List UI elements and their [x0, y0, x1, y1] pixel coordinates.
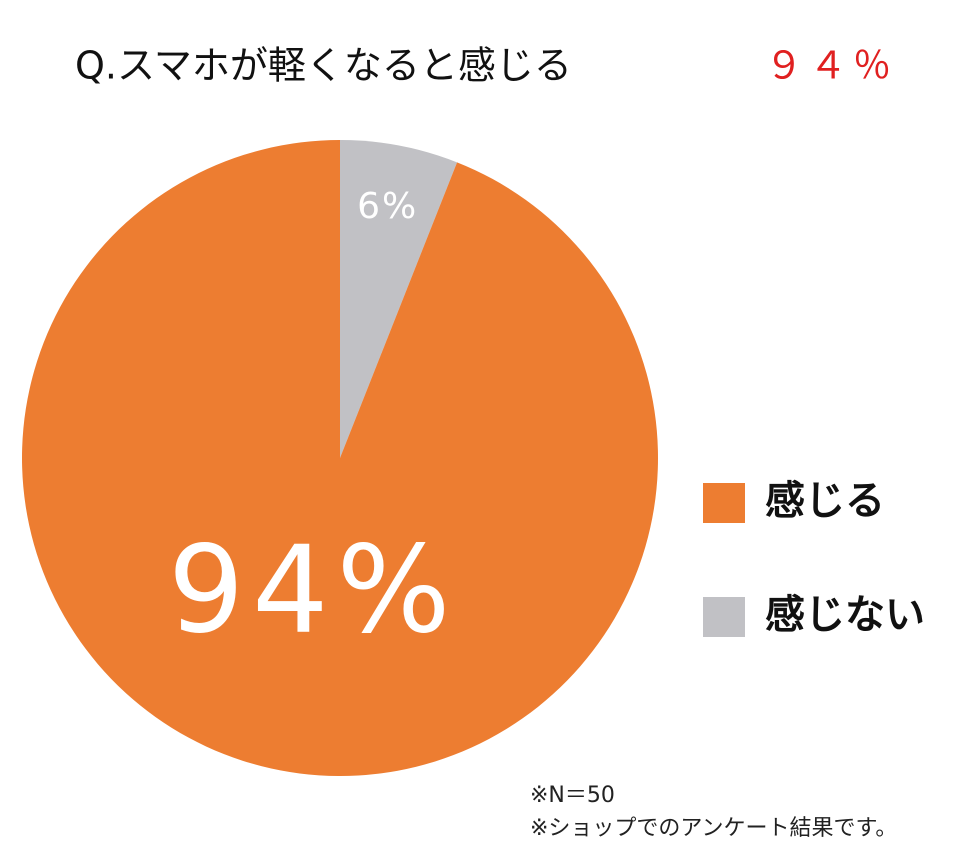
legend-label: 感じない [765, 592, 925, 638]
data-label: 94% [168, 521, 459, 660]
title-highlight: ９４％ [765, 44, 897, 88]
note: ※ショップでのアンケート結果です。 [530, 816, 897, 841]
legend-label: 感じる [765, 478, 885, 524]
chart-title: Q.スマホが軽くなると感じる [75, 44, 572, 88]
note: ※N＝50 [530, 783, 615, 808]
pie-slice [21, 140, 659, 777]
legend-swatch [703, 597, 745, 637]
pie-slice [340, 140, 458, 458]
legend-swatch [703, 483, 745, 523]
data-label: 6% [357, 186, 418, 227]
